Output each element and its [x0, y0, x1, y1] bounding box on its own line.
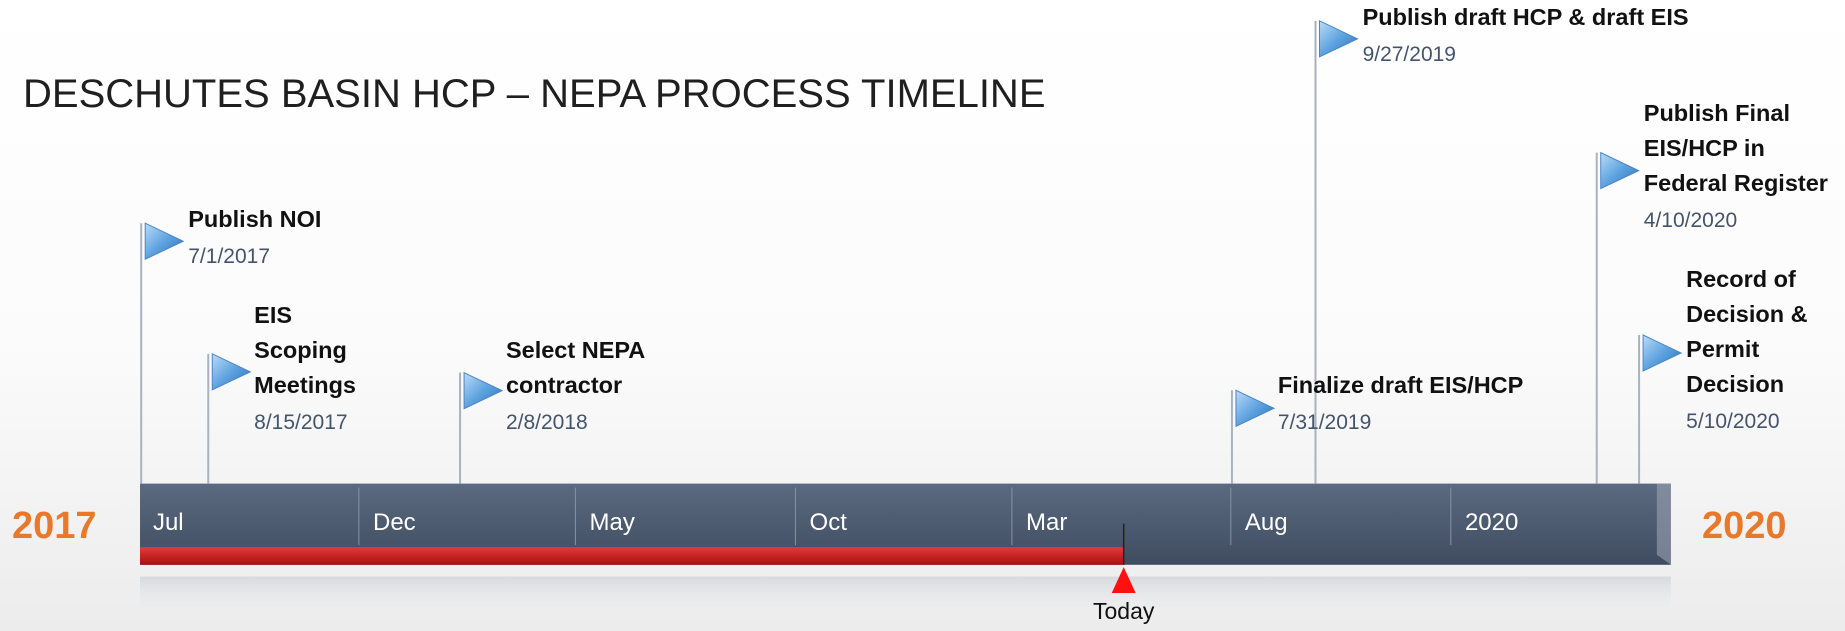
milestone-flag — [1600, 151, 1640, 190]
milestone-date: 7/1/2017 — [188, 245, 270, 269]
milestone-title: Finalize draft EIS/HCP — [1277, 372, 1524, 399]
progress-bar — [140, 547, 1124, 565]
milestone-title: Decision — [1686, 371, 1785, 398]
milestone-title: Publish NOI — [188, 206, 322, 233]
axis-label: Jul — [152, 509, 184, 537]
axis-label: May — [589, 509, 635, 537]
milestone-title: Publish Final — [1643, 100, 1791, 127]
axis-label: Mar — [1026, 509, 1068, 537]
axis-label: Aug — [1244, 509, 1288, 537]
milestone-date: 2/8/2018 — [505, 410, 588, 434]
milestone-title: Record of — [1686, 266, 1796, 293]
milestone-flag — [144, 222, 185, 261]
milestone-flag — [1642, 334, 1683, 372]
today-label: Today — [1093, 597, 1155, 624]
bar-end-bevel — [1656, 483, 1671, 565]
milestone-date: 9/27/2019 — [1362, 43, 1456, 66]
slide-title: DESCHUTES BASIN HCP – NEPA PROCESS TIMEL… — [23, 72, 1046, 116]
bar-shadow — [140, 576, 1671, 622]
axis-label: Dec — [373, 509, 416, 537]
milestone-title: Publish draft HCP & draft EIS — [1362, 4, 1689, 30]
milestone-date: 8/15/2017 — [254, 410, 348, 434]
axis-label: 2020 — [1464, 509, 1519, 537]
today-marker — [1111, 567, 1136, 594]
milestone-title: contractor — [505, 371, 623, 398]
milestone-title: EIS/HCP in — [1643, 135, 1765, 162]
milestone-flag — [211, 353, 252, 391]
milestone-title: Meetings — [254, 371, 357, 398]
milestone-title: Scoping — [254, 336, 347, 363]
milestone-date: 4/10/2020 — [1643, 209, 1738, 233]
milestone-title: EIS — [254, 301, 293, 328]
milestone-title: Select NEPA — [505, 336, 646, 363]
milestone-title: Federal Register — [1643, 170, 1828, 197]
milestone-flag — [1235, 389, 1276, 428]
milestone-title: Permit — [1686, 336, 1760, 363]
milestone-title: Decision & — [1686, 301, 1808, 328]
end-year: 2020 — [1702, 505, 1787, 547]
milestone-date: 5/10/2020 — [1686, 410, 1780, 434]
milestone-flag — [463, 371, 504, 410]
axis-label: Oct — [809, 509, 847, 537]
milestone-date: 7/31/2019 — [1277, 411, 1372, 435]
milestone-flag — [1319, 20, 1359, 58]
start-year: 2017 — [12, 505, 97, 547]
